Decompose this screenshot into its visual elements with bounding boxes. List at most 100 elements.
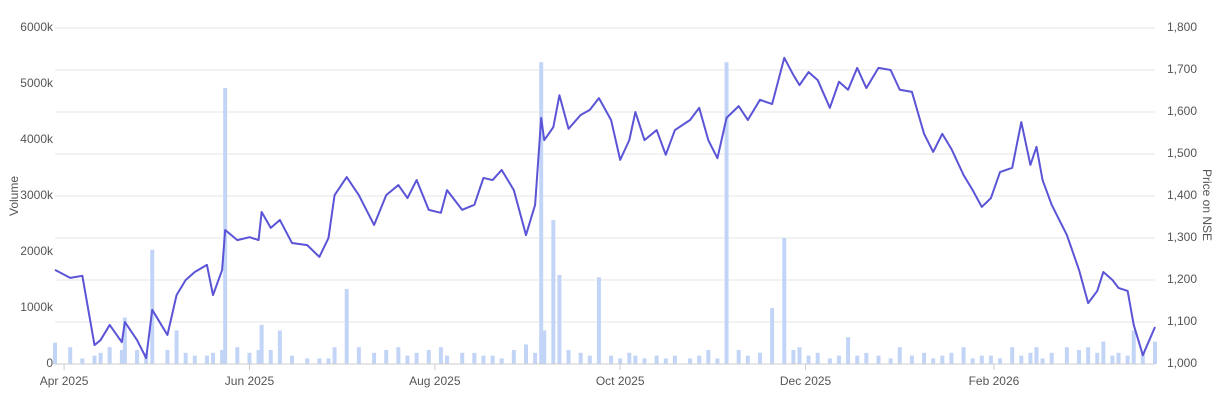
volume-bar	[1086, 347, 1091, 364]
volume-bar	[119, 350, 124, 364]
volume-bar	[80, 358, 85, 364]
volume-bar	[444, 355, 449, 364]
volume-bar	[1153, 341, 1157, 364]
x-tick-label: Oct 2025	[596, 374, 645, 388]
volume-bar	[53, 342, 57, 364]
volume-bar	[1077, 350, 1082, 364]
volume-bar	[1116, 352, 1121, 364]
volume-bar	[557, 274, 562, 364]
volume-bar	[566, 350, 571, 364]
volume-bar	[256, 350, 261, 364]
volume-bar	[150, 249, 155, 364]
volume-bar	[627, 352, 632, 364]
volume-bar	[1010, 347, 1015, 364]
volume-bar	[596, 277, 601, 364]
y-tick-label: 2000k	[20, 244, 54, 258]
volume-bar	[268, 350, 273, 364]
y2-tick-label: 1,500	[1167, 146, 1197, 160]
volume-bar	[332, 347, 337, 364]
volume-bar	[724, 62, 729, 364]
volume-bar	[481, 355, 486, 364]
volume-bar	[836, 355, 841, 364]
y2-tick-label: 1,400	[1167, 188, 1197, 202]
volume-bar	[174, 330, 179, 364]
volume-bar	[961, 347, 966, 364]
y2-tick-label: 1,300	[1167, 230, 1197, 244]
volume-bar	[618, 358, 623, 364]
volume-bar	[1064, 347, 1069, 364]
volume-bar	[736, 350, 741, 364]
volume-bar	[715, 358, 720, 364]
volume-bar	[757, 352, 762, 364]
volume-bar	[806, 355, 811, 364]
volume-bar	[782, 238, 787, 364]
volume-bar	[1034, 347, 1039, 364]
volume-bar	[183, 352, 188, 364]
volume-bar	[414, 352, 419, 364]
volume-bar	[472, 352, 477, 364]
volume-bar	[1095, 352, 1100, 364]
volume-bar	[551, 220, 556, 364]
y2-tick-label: 1,000	[1167, 356, 1197, 370]
volume-bar	[1131, 330, 1136, 364]
volume-bar	[1125, 355, 1130, 364]
volume-bar	[697, 355, 702, 364]
volume-bar	[98, 352, 103, 364]
volume-bar	[135, 350, 140, 364]
volume-bar	[499, 358, 504, 364]
volume-bar	[305, 358, 310, 364]
y-tick-label: 3000k	[20, 188, 54, 202]
y2-tick-label: 1,700	[1167, 62, 1197, 76]
volume-bar	[578, 352, 583, 364]
volume-bar	[922, 352, 927, 364]
volume-bar	[1140, 352, 1145, 364]
volume-bar	[979, 355, 984, 364]
volume-bar	[688, 358, 693, 364]
volume-bar	[745, 355, 750, 364]
volume-bar	[797, 347, 802, 364]
volume-bar	[204, 355, 209, 364]
volume-bar	[405, 355, 410, 364]
y-tick-label: 6000k	[20, 20, 54, 34]
volume-bar	[855, 355, 860, 364]
volume-bar	[642, 358, 647, 364]
volume-bar	[970, 358, 975, 364]
volume-bar	[259, 324, 264, 364]
volume-bar	[460, 352, 465, 364]
volume-bar	[68, 347, 73, 364]
volume-bar	[426, 350, 431, 364]
volume-bar	[876, 355, 881, 364]
volume-bar	[165, 350, 170, 364]
volume-bar	[490, 355, 495, 364]
volume-bar	[220, 350, 225, 364]
volume-bar	[931, 358, 936, 364]
volume-bar	[1101, 341, 1106, 364]
y2-tick-label: 1,600	[1167, 104, 1197, 118]
volume-bar	[815, 352, 820, 364]
volume-bar	[609, 355, 614, 364]
volume-bar	[107, 347, 112, 364]
volume-bar	[888, 358, 893, 364]
volume-bar	[706, 350, 711, 364]
volume-bar	[511, 350, 516, 364]
volume-bar	[770, 308, 775, 364]
volume-bar	[533, 352, 538, 364]
y-tick-label: 0	[46, 356, 53, 370]
volume-bar	[587, 355, 592, 364]
volume-bar	[663, 358, 668, 364]
volume-bar	[372, 352, 377, 364]
volume-bar	[396, 347, 401, 364]
volume-bar	[672, 355, 677, 364]
volume-bar	[223, 87, 228, 365]
volume-bar	[122, 317, 127, 364]
volume-bar	[791, 350, 796, 364]
volume-bar	[988, 355, 993, 364]
volume-bar	[277, 330, 282, 364]
volume-bar	[827, 358, 832, 364]
volume-bar	[539, 62, 544, 364]
x-tick-label: Dec 2025	[780, 374, 832, 388]
volume-bar	[864, 352, 869, 364]
volume-bar	[235, 347, 240, 364]
y-tick-label: 5000k	[20, 76, 54, 90]
